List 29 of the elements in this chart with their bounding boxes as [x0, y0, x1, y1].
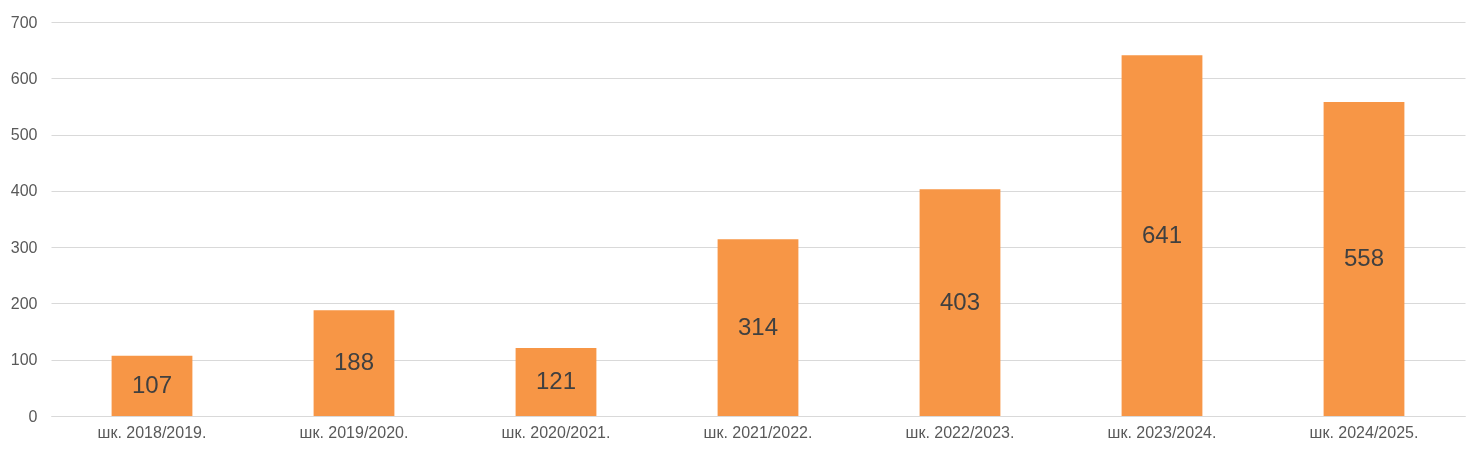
x-tick-label: шк. 2019/2020.: [299, 423, 409, 441]
bar: [313, 310, 395, 416]
bar: [717, 239, 799, 416]
x-tick-label: шк. 2024/2025.: [1309, 423, 1419, 441]
data-label: 107: [131, 370, 173, 398]
y-tick-label: 200: [10, 294, 38, 312]
x-tick-label: шк. 2022/2023.: [905, 423, 1015, 441]
bar: [1323, 101, 1405, 416]
data-label: 558: [1343, 243, 1385, 271]
y-tick-label: 500: [10, 126, 38, 144]
x-tick-label: шк. 2020/2021.: [501, 423, 611, 441]
data-label: 188: [333, 348, 375, 376]
x-tick-label: шк. 2018/2019.: [97, 423, 207, 441]
data-label: 314: [737, 312, 779, 340]
data-label: 641: [1141, 220, 1183, 248]
y-tick-label: 300: [10, 238, 38, 256]
y-tick-label: 100: [10, 351, 38, 369]
y-tick-label: 600: [10, 69, 38, 87]
y-tick-label: 400: [10, 182, 38, 200]
bar: [919, 189, 1001, 416]
data-label: 121: [535, 366, 577, 394]
y-tick-label: 700: [10, 13, 38, 31]
y-tick-label: 0: [28, 407, 38, 425]
data-label: 403: [939, 287, 981, 315]
x-tick-label: шк. 2021/2022.: [703, 423, 813, 441]
bar: [1121, 55, 1203, 416]
bar: [111, 355, 193, 416]
x-tick-label: шк. 2023/2024.: [1107, 423, 1217, 441]
bar: [515, 347, 597, 416]
